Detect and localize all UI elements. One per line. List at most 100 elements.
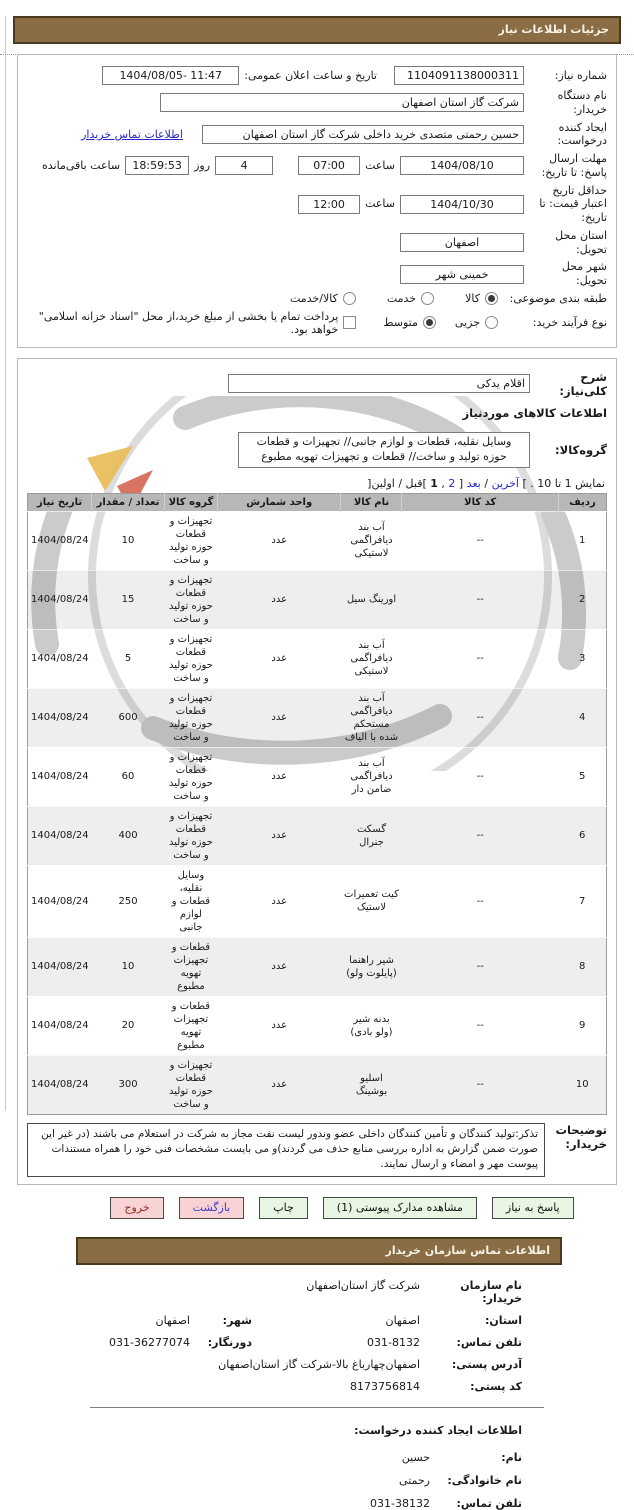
- org-postal-label: کد پستی:: [470, 1379, 522, 1393]
- delivery-province-label: استان محل تحویل:: [555, 228, 607, 256]
- goods-group-label: گروه‌کالا:: [555, 442, 607, 457]
- org-fax-value: 031-36277074: [109, 1335, 190, 1349]
- delivery-city-field: خمینی شهر: [400, 264, 524, 284]
- setad-logo-watermark: [31, 396, 587, 771]
- treasury-checkbox-label: پرداخت تمام یا بخشی از مبلغ خرید،از محل …: [38, 309, 339, 336]
- creator-first-name-row: نام: حسین: [0, 1451, 522, 1464]
- pagination-showing: نمایش 1 تا 10 . ]: [522, 476, 605, 490]
- column-header: واحد شمارش: [216, 493, 341, 512]
- org-fax-label: دورنگار:: [207, 1335, 252, 1349]
- pagination-next-link[interactable]: بعد: [466, 476, 481, 490]
- radio-service[interactable]: [421, 292, 435, 306]
- org-phone-value: 031-8132: [367, 1335, 420, 1349]
- pagination-page-2-link[interactable]: 2: [448, 476, 456, 490]
- exit-button[interactable]: خروج: [110, 1196, 164, 1219]
- price-validity-row: حداقل تاریخ اعتبار قیمت: تا تاریخ: 1404/…: [27, 184, 607, 225]
- org-city-label: شهر:: [222, 1313, 252, 1327]
- radio-goods-label: کالا: [465, 292, 480, 306]
- buyer-contact-section: نام سازمان خریدار: شرکت گاز استان‌اصفهان…: [0, 1279, 522, 1393]
- creator-info-section: اطلاعات ایجاد کننده درخواست: نام: حسین ن…: [0, 1424, 522, 1510]
- radio-goods-service[interactable]: [342, 292, 356, 306]
- org-address-label: آدرس پستی:: [451, 1357, 522, 1371]
- view-attachments-button[interactable]: مشاهده مدارک پیوستی (1): [322, 1196, 477, 1219]
- back-button[interactable]: بازگشت: [178, 1196, 245, 1219]
- column-header: تاریخ نیاز: [27, 493, 92, 512]
- table-body: 1 -- آب بند دیافراگمی لاستیکی عدد تجهیزات و …: [27, 511, 607, 1115]
- need-description-field: اقلام یدکی: [228, 374, 530, 394]
- request-creator-row: ایجاد کننده درخواست: حسین رحمتی متصدی خر…: [27, 121, 607, 149]
- need-number-field: 1104091138000311: [394, 66, 524, 85]
- pagination-prev-first: ]قبل / اولین[: [367, 476, 427, 490]
- creator-last-name-value: رحمتی: [399, 1473, 430, 1487]
- announce-datetime-label: تاریخ و ساعت اعلان عمومی:: [244, 68, 377, 82]
- creator-phone-row: تلفن تماس: 031-38132: [0, 1497, 522, 1510]
- goods-group-field: وسایل نقلیه، قطعات و لوازم جانبی// تجهیز…: [238, 432, 530, 468]
- column-header: نام کالا: [340, 493, 402, 512]
- buyer-org-field: شرکت گاز استان اصفهان: [160, 93, 524, 113]
- day-label: روز: [194, 158, 211, 172]
- buyer-org-row: نام دستگاه خریدار: شرکت گاز استان اصفهان: [27, 89, 607, 117]
- response-deadline-row: مهلت ارسال پاسخ: تا تاریخ: 1404/08/10 سا…: [27, 152, 607, 180]
- org-city-value: اصفهان: [155, 1313, 190, 1327]
- org-postal-row: کد پستی: 8173756814: [0, 1380, 522, 1393]
- remaining-hours-label: ساعت باقی‌مانده: [42, 158, 121, 172]
- table-row: 6 -- گسکت جنرال عدد تجهیزات و قطعات حوزه تول…: [27, 806, 607, 866]
- column-header: گروه کالا: [163, 493, 218, 512]
- request-creator-field: حسین رحمتی متصدی خرید داخلی شرکت گاز است…: [202, 124, 524, 144]
- org-address-value: اصفهان‌چهارباغ بالا-شرکت گاز استان‌اصفها…: [218, 1357, 420, 1371]
- buyer-org-label: نام دستگاه خریدار:: [557, 89, 607, 116]
- print-button[interactable]: چاپ: [259, 1196, 308, 1219]
- purchase-process-row: نوع فرآیند خرید: جزیی متوسط پرداخت تمام …: [27, 310, 607, 336]
- radio-partial[interactable]: [485, 316, 498, 329]
- buyer-notes-field: تذکر:تولید کنندگان و تأمین کنندگان داخلی…: [27, 1122, 545, 1177]
- response-deadline-label: مهلت ارسال پاسخ: تا تاریخ:: [541, 152, 607, 179]
- table-row: 7 -- کیت تعمیرات لاستیک عدد وسایل نقلیه، قطع…: [27, 865, 607, 937]
- table-row: 8 -- شیر راهنما (پایلوت ولو) عدد قطعات و تجه…: [27, 937, 607, 997]
- creator-info-heading: اطلاعات ایجاد کننده درخواست:: [354, 1423, 522, 1437]
- creator-first-name-label: نام:: [501, 1450, 522, 1464]
- table-header-row: ردیف کد کالا نام کالا واحد شمارش گروه کالا تع…: [27, 493, 607, 512]
- action-buttons: پاسخ به نیاز مشاهده مدارک پیوستی (1) چاپ…: [80, 1196, 604, 1219]
- radio-medium-label: متوسط: [383, 316, 418, 329]
- radio-goods[interactable]: [485, 292, 498, 306]
- creator-last-name-label: نام خانوادگی:: [447, 1473, 522, 1487]
- subject-classification-row: طبقه بندی موضوعی: کالا خدمت کالا/خدمت: [27, 292, 607, 306]
- watermark-yellow-shard: [87, 446, 133, 491]
- request-creator-label: ایجاد کننده درخواست:: [557, 120, 607, 148]
- section-header-label: جزئیات اطلاعات نیاز: [498, 23, 610, 36]
- delivery-city-label: شهر محل تحویل:: [561, 260, 607, 287]
- org-name-label: نام سازمان خریدار:: [460, 1278, 522, 1305]
- pagination: نمایش 1 تا 10 . ] آخرین / بعد [ 2 , 1 ]ق…: [367, 476, 605, 490]
- table-row: 3 -- آب بند دیافراگمی لاستیکی عدد تجهیزات و …: [27, 629, 607, 688]
- deadline-time-field: 07:00: [298, 156, 361, 176]
- treasury-checkbox[interactable]: [343, 316, 357, 329]
- pagination-last-link[interactable]: آخرین: [491, 476, 519, 490]
- validity-time-field: 12:00: [298, 194, 361, 214]
- section-header-need-details: جزئیات اطلاعات نیاز: [13, 16, 621, 44]
- org-province-label: استان:: [485, 1313, 522, 1327]
- buyer-notes-label: توضیحات خریدار:: [555, 1122, 608, 1152]
- table-row: 4 -- آب بند دیافراگمی مستحکم شده با الیاف ع…: [27, 688, 607, 748]
- column-header: کد کالا: [401, 493, 559, 512]
- radio-partial-label: جزیی: [454, 316, 480, 329]
- announce-datetime-field: 1404/08/05- 11:47: [102, 66, 240, 85]
- org-province-value: اصفهان: [385, 1313, 420, 1327]
- buyer-notes-row: توضیحات خریدار: تذکر:تولید کنندگان و تأم…: [27, 1122, 608, 1177]
- deadline-date-field: 1404/08/10: [400, 156, 524, 176]
- price-validity-label: حداقل تاریخ اعتبار قیمت: تا تاریخ:: [539, 183, 607, 225]
- creator-phone-value: 031-38132: [370, 1496, 430, 1510]
- table-row: 1 -- آب بند دیافراگمی لاستیکی عدد تجهیزات و …: [27, 511, 607, 570]
- respond-to-need-button[interactable]: پاسخ به نیاز: [491, 1196, 574, 1219]
- org-name-row: نام سازمان خریدار: شرکت گاز استان‌اصفهان: [0, 1279, 522, 1305]
- buyer-contact-link[interactable]: اطلاعات تماس خریدار: [81, 127, 183, 141]
- delivery-city-row: شهر محل تحویل: خمینی شهر: [27, 260, 607, 288]
- days-remaining-field: 4: [215, 156, 274, 176]
- radio-medium[interactable]: [422, 316, 436, 329]
- subject-classification-label: طبقه بندی موضوعی:: [509, 291, 607, 305]
- need-number-label: شماره نیاز:: [554, 68, 607, 82]
- need-info-panel: شماره نیاز: 1104091138000311 تاریخ و ساع…: [17, 54, 617, 348]
- creator-last-name-row: نام خانوادگی: رحمتی: [0, 1474, 522, 1487]
- section-header-buyer-contact: اطلاعات تماس سازمان خریدار: [76, 1236, 562, 1265]
- goods-table: ردیف کد کالا نام کالا واحد شمارش گروه کالا تع…: [27, 492, 607, 1115]
- need-details-page: { "page": { "main_header": "جزئیات اطلاع…: [0, 16, 634, 1510]
